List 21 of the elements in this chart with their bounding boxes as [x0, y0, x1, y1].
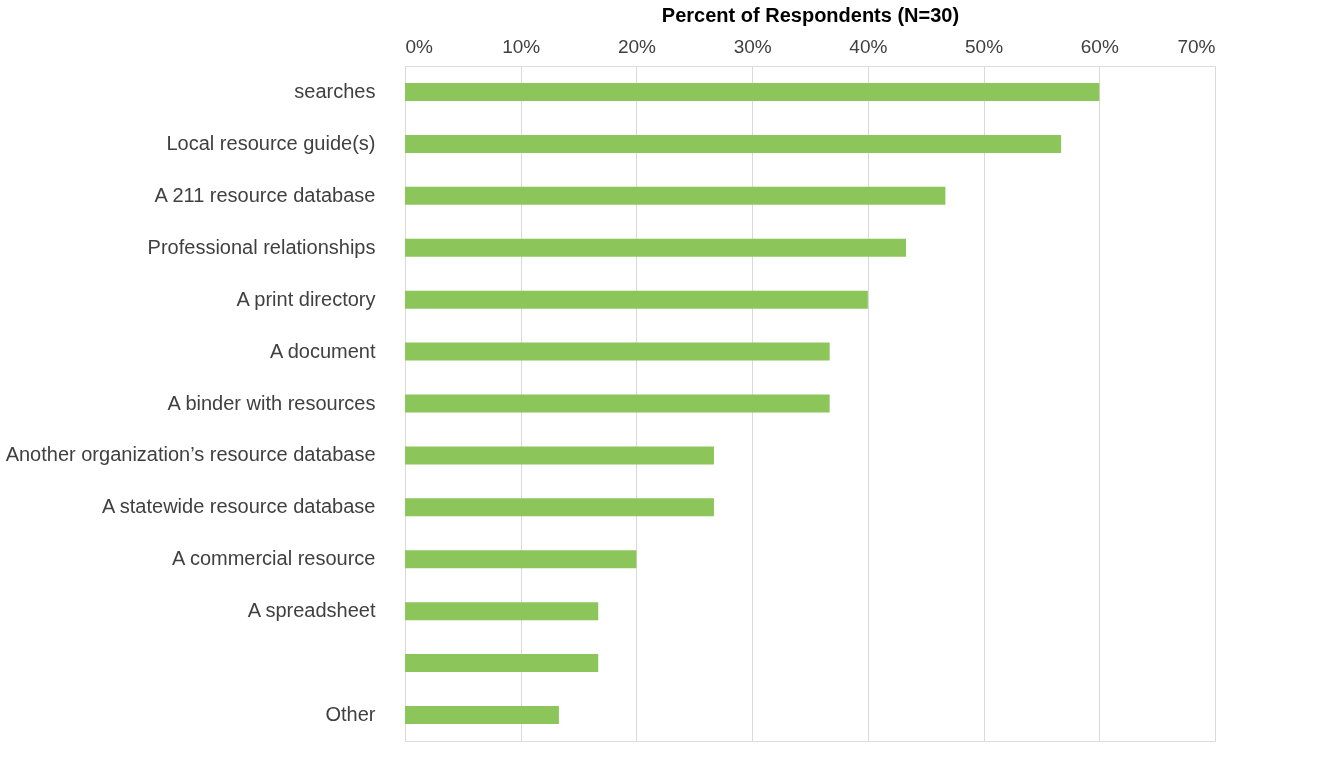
y-tick-label: A document — [269, 339, 376, 362]
x-axis-title: Percent of Respondents (N=30) — [661, 3, 960, 26]
y-tick-label: Another organization’s resource database — [5, 443, 376, 466]
x-tick-label: 30% — [733, 35, 772, 57]
y-tick-label: A 211 resource database — [154, 183, 376, 206]
y-tick-label: Professional relationships — [147, 235, 376, 258]
x-tick-label: 70% — [1177, 35, 1216, 57]
y-tick-label: Other — [325, 703, 376, 726]
x-tick-label: 50% — [965, 35, 1004, 57]
x-tick-label: 10% — [502, 35, 541, 57]
x-tick-label: 60% — [1080, 35, 1119, 57]
y-tick-label: A print directory — [236, 287, 376, 310]
y-tick-label: searches — [294, 79, 376, 102]
x-tick-label: 40% — [849, 35, 888, 57]
y-tick-label: A commercial resource — [172, 547, 376, 570]
y-tick-label: A binder with resources — [167, 391, 376, 414]
y-tick-label: Local resource guide(s) — [166, 131, 376, 154]
x-tick-label: 0% — [405, 35, 434, 57]
y-tick-label: A statewide resource database — [101, 495, 376, 518]
x-tick-label: 20% — [617, 35, 657, 57]
y-tick-label: A spreadsheet — [247, 599, 376, 622]
